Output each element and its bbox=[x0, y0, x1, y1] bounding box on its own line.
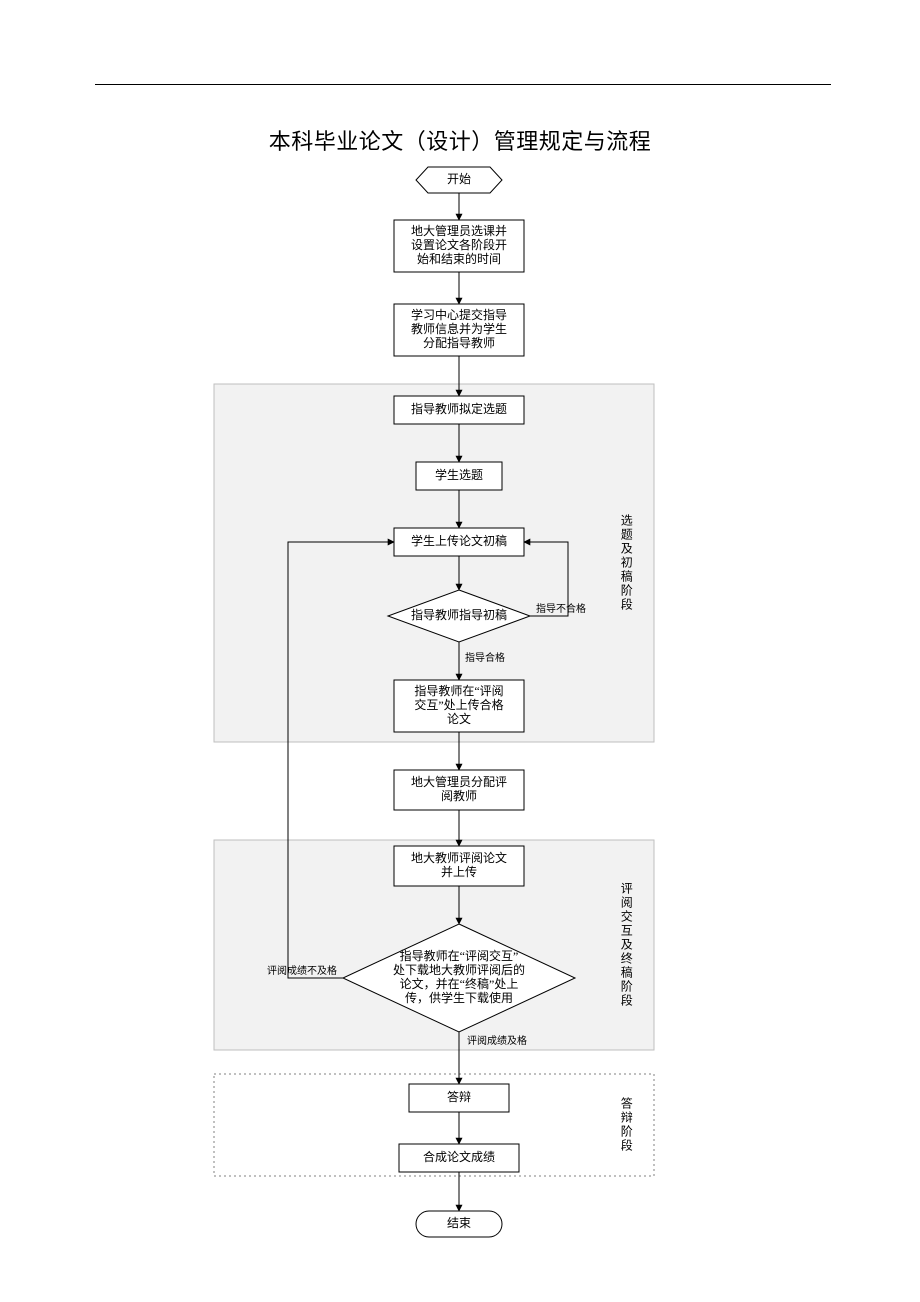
node-n8-label: 地大教师评阅论文 bbox=[411, 850, 507, 865]
node-d2-label: 传，供学生下载使用 bbox=[405, 990, 513, 1005]
node-n5-label: 学生上传论文初稿 bbox=[411, 533, 507, 548]
node-n6-label: 论文 bbox=[447, 711, 471, 726]
node-n9: 答辩 bbox=[409, 1084, 509, 1112]
node-n2: 学习中心提交指导教师信息并为学生分配指导教师 bbox=[394, 304, 524, 356]
node-d2-label: 论文，并在“终稿”处上 bbox=[400, 976, 519, 991]
node-n6: 指导教师在“评阅交互”处上传合格论文 bbox=[394, 680, 524, 732]
edge-label-11: 评阅成绩及格 bbox=[467, 1034, 527, 1047]
edge-label-6: 指导合格 bbox=[465, 651, 505, 664]
phase-label-1: 评阅交互及终稿阶段 bbox=[619, 882, 633, 1008]
node-d1-label: 指导教师指导初稿 bbox=[411, 607, 507, 622]
node-n4: 学生选题 bbox=[416, 462, 502, 490]
node-n1-label: 设置论文各阶段开 bbox=[411, 237, 507, 252]
node-n2-label: 分配指导教师 bbox=[423, 335, 495, 350]
phase-label-2: 答辩阶段 bbox=[619, 1096, 633, 1153]
node-n7-label: 阅教师 bbox=[441, 788, 477, 803]
node-n10: 合成论文成绩 bbox=[399, 1144, 519, 1172]
node-n6-label: 指导教师在“评阅 bbox=[414, 683, 503, 698]
node-n6-label: 交互”处上传合格 bbox=[414, 697, 503, 712]
node-n10-label: 合成论文成绩 bbox=[423, 1149, 495, 1164]
node-n1-label: 始和结束的时间 bbox=[417, 251, 501, 266]
node-n3-label: 指导教师拟定选题 bbox=[411, 401, 507, 416]
node-n2-label: 教师信息并为学生 bbox=[411, 321, 507, 336]
node-n8-label: 并上传 bbox=[441, 864, 477, 879]
node-n7-label: 地大管理员分配评 bbox=[411, 774, 507, 789]
node-n4-label: 学生选题 bbox=[435, 467, 483, 482]
node-n3: 指导教师拟定选题 bbox=[394, 396, 524, 424]
edge-label-12: 评阅成绩不及格 bbox=[267, 964, 337, 977]
node-n8: 地大教师评阅论文并上传 bbox=[394, 846, 524, 886]
node-end-label: 结束 bbox=[447, 1216, 471, 1230]
node-end: 结束 bbox=[416, 1211, 502, 1237]
node-n1-label: 地大管理员选课并 bbox=[411, 223, 507, 238]
flowchart-svg: 选题及初稿阶段评阅交互及终稿阶段答辩阶段 指导合格 指导不合格评阅成绩及格 评阅成绩不… bbox=[0, 0, 920, 1302]
phase-label-0: 选题及初稿阶段 bbox=[619, 514, 633, 612]
node-d2-label: 指导教师在“评阅交互” bbox=[400, 948, 519, 963]
node-n1: 地大管理员选课并设置论文各阶段开始和结束的时间 bbox=[394, 220, 524, 272]
node-n9-label: 答辩 bbox=[447, 1089, 471, 1104]
node-d2-label: 处下载地大教师评阅后的 bbox=[393, 962, 525, 977]
node-n2-label: 学习中心提交指导 bbox=[411, 307, 507, 322]
page: 本科毕业论文（设计）管理规定与流程 选题及初稿阶段评阅交互及终稿阶段答辩阶段指导… bbox=[0, 0, 920, 1302]
edge-label-7: 指导不合格 bbox=[536, 602, 586, 615]
node-start-label: 开始 bbox=[447, 172, 471, 186]
node-n5: 学生上传论文初稿 bbox=[394, 528, 524, 556]
node-start: 开始 bbox=[416, 167, 502, 193]
node-n7: 地大管理员分配评阅教师 bbox=[394, 770, 524, 810]
